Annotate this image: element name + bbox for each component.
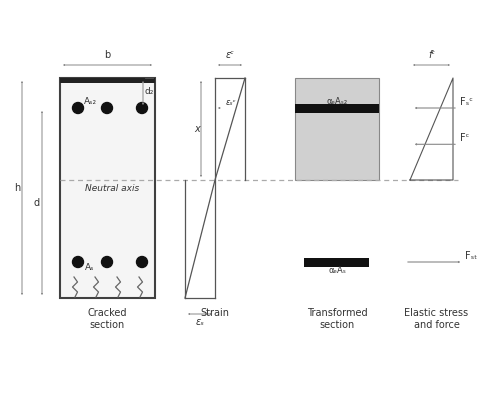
Text: d₂: d₂ <box>145 87 154 96</box>
Text: αₑAₛ₂: αₑAₛ₂ <box>326 97 347 106</box>
Circle shape <box>136 102 147 114</box>
Text: Strain: Strain <box>200 308 229 318</box>
Text: Fₛᶜ: Fₛᶜ <box>459 97 472 107</box>
Text: b: b <box>104 50 110 60</box>
Text: Transformed
section: Transformed section <box>306 308 367 330</box>
Text: Cracked
section: Cracked section <box>88 308 127 330</box>
Bar <box>60 78 155 83</box>
Bar <box>295 78 378 180</box>
Text: εᶜ: εᶜ <box>225 50 234 60</box>
Text: Elastic stress
and force: Elastic stress and force <box>404 308 467 330</box>
Text: Aₛ₂: Aₛ₂ <box>83 97 96 106</box>
Text: x: x <box>194 124 199 134</box>
Bar <box>295 104 378 112</box>
Text: fᶜ: fᶜ <box>427 50 434 60</box>
Bar <box>304 258 369 266</box>
Circle shape <box>72 256 83 268</box>
Bar <box>60 78 155 298</box>
Text: αₑAₛ: αₑAₛ <box>328 266 345 275</box>
Text: h: h <box>14 183 20 193</box>
Circle shape <box>136 256 147 268</box>
Circle shape <box>101 256 112 268</box>
Text: Fᶜ: Fᶜ <box>459 133 468 143</box>
Text: d: d <box>34 198 40 208</box>
Text: Fₛₜ: Fₛₜ <box>464 251 476 261</box>
Text: Neutral axis: Neutral axis <box>85 184 139 193</box>
Circle shape <box>72 102 83 114</box>
Text: Aₛ: Aₛ <box>85 263 95 272</box>
Circle shape <box>101 102 112 114</box>
Text: εₛᶜ: εₛᶜ <box>225 98 236 107</box>
Text: εₛ: εₛ <box>195 317 204 327</box>
